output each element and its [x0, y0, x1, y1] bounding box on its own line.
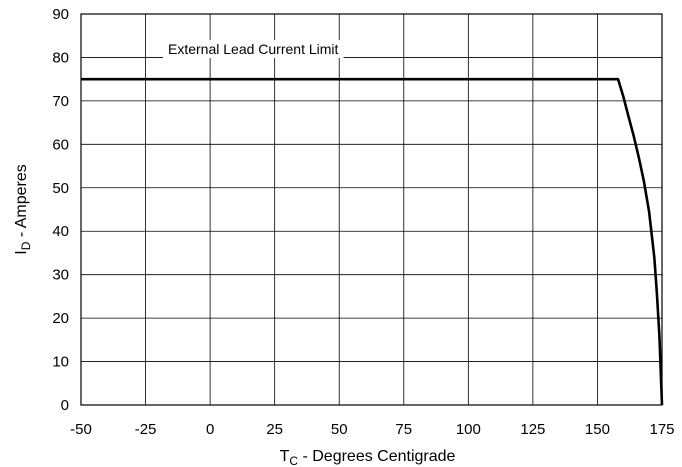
x-axis-label-sub: C [289, 454, 298, 467]
x-tick-label: 150 [585, 421, 610, 438]
y-axis-label-sub: D [19, 241, 33, 250]
y-tick-label: 90 [52, 6, 69, 23]
y-tick-label: 50 [52, 180, 69, 197]
y-tick-label: 70 [52, 93, 69, 110]
annotation-label: External Lead Current Limit [168, 41, 339, 57]
y-tick-label: 10 [52, 354, 69, 371]
x-tick-label: 0 [206, 421, 214, 438]
grid-lines [80, 13, 663, 406]
y-tick-label: 80 [52, 49, 69, 66]
x-tick-label: -25 [135, 421, 157, 438]
x-tick-label: 175 [649, 421, 674, 438]
annotation-background [163, 40, 344, 58]
x-tick-labels: -50 -25 0 25 50 75 100 125 150 175 [70, 421, 674, 438]
x-tick-label: 50 [331, 421, 348, 438]
x-tick-label: 125 [520, 421, 545, 438]
y-tick-label: 40 [52, 223, 69, 240]
x-tick-label: -50 [70, 421, 92, 438]
y-axis-label-main: I [13, 250, 30, 254]
annotation-group: External Lead Current Limit [163, 40, 344, 58]
x-axis-label-main: T [280, 448, 290, 465]
y-tick-label: 30 [52, 267, 69, 284]
plot-frame [80, 13, 663, 406]
y-tick-label: 20 [52, 310, 69, 327]
x-tick-label: 25 [266, 421, 283, 438]
x-axis-label: TC - Degrees Centigrade [280, 448, 456, 467]
y-tick-label: 0 [61, 397, 69, 414]
y-tick-labels: 0 10 20 30 40 50 60 70 80 90 [52, 6, 69, 414]
y-axis-label: ID - Amperes [13, 164, 33, 254]
y-tick-label: 60 [52, 136, 69, 153]
x-tick-label: 100 [456, 421, 481, 438]
y-axis-label-rest: - Amperes [13, 164, 30, 241]
x-tick-label: 75 [395, 421, 412, 438]
x-axis-label-rest: - Degrees Centigrade [298, 448, 456, 465]
series-line [81, 77, 664, 406]
